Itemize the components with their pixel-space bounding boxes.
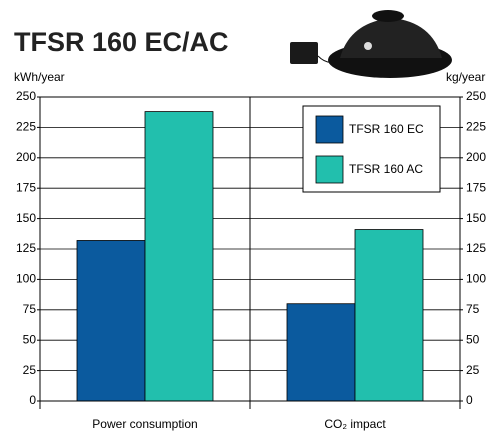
bar	[287, 304, 355, 401]
y2-tick-label: 100	[466, 272, 486, 286]
bar	[145, 112, 213, 401]
chart-title: TFSR 160 EC/AC	[14, 27, 229, 57]
product-image	[290, 10, 452, 78]
y-tick-label: 175	[16, 180, 36, 194]
chart: TFSR 160 EC/AC kWh/year kg/year 0 25 50 75 1…	[0, 0, 500, 435]
y-tick-label: 100	[16, 272, 36, 286]
x-tick-label: CO₂ impact	[324, 417, 386, 431]
y2-tick-label: 175	[466, 180, 486, 194]
y2-tick-label: 125	[466, 241, 486, 255]
bar	[355, 230, 423, 401]
y2-tick-label: 200	[466, 150, 486, 164]
y-tick-label: 25	[23, 363, 37, 377]
y2-tick-label: 0	[466, 393, 473, 407]
y-tick-label: 125	[16, 241, 36, 255]
legend-swatch	[316, 116, 343, 143]
bar	[77, 240, 145, 401]
y2-tick-label: 25	[466, 363, 480, 377]
y-tick-label: 50	[23, 332, 37, 346]
y2-tick-label: 225	[466, 120, 486, 134]
legend-label: TFSR 160 AC	[349, 162, 423, 176]
y-tick-label: 250	[16, 89, 36, 103]
y-tick-label: 0	[29, 393, 36, 407]
y-tick-label: 150	[16, 211, 36, 225]
legend-label: TFSR 160 EC	[349, 122, 424, 136]
y2-tick-label: 50	[466, 332, 480, 346]
y2-axis-label: kg/year	[446, 70, 485, 84]
y-tick-label: 75	[23, 302, 37, 316]
y2-tick-label: 250	[466, 89, 486, 103]
legend-swatch	[316, 156, 343, 183]
y2-tick-label: 75	[466, 302, 480, 316]
y2-tick-label: 150	[466, 211, 486, 225]
y-tick-label: 200	[16, 150, 36, 164]
x-tick-label: Power consumption	[92, 417, 197, 431]
y-tick-label: 225	[16, 120, 36, 134]
y-axis-label: kWh/year	[14, 70, 65, 84]
